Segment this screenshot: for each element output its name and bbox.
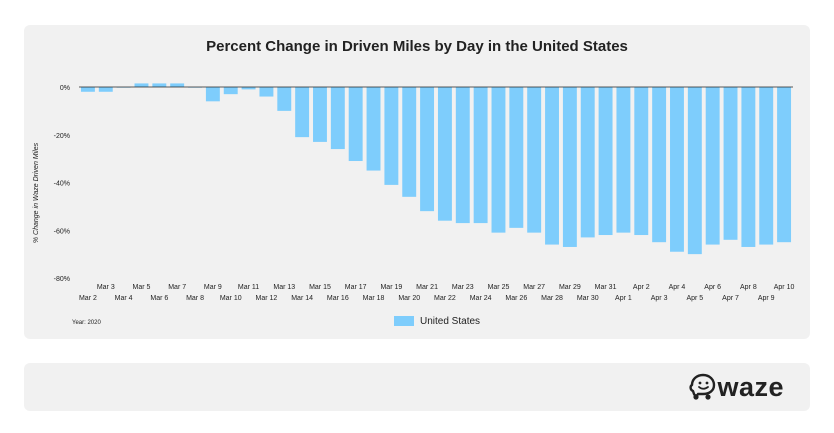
x-tick-label: Mar 21 bbox=[416, 284, 438, 291]
bar bbox=[259, 87, 274, 97]
waze-logo: waze bbox=[687, 372, 784, 402]
x-tick-label: Mar 14 bbox=[291, 295, 313, 302]
x-tick-label: Apr 7 bbox=[722, 295, 739, 302]
bar bbox=[348, 87, 363, 162]
bar bbox=[80, 87, 95, 92]
x-tick-label: Mar 31 bbox=[595, 284, 617, 291]
x-tick-label: Mar 11 bbox=[238, 284, 259, 291]
bar bbox=[723, 87, 738, 240]
y-tick-label: -40% bbox=[54, 181, 70, 188]
bar bbox=[491, 87, 506, 233]
x-tick-label: Apr 1 bbox=[615, 295, 632, 302]
x-tick-label: Apr 8 bbox=[740, 284, 757, 291]
y-tick-label: -60% bbox=[54, 228, 70, 235]
bar bbox=[366, 87, 381, 171]
bar bbox=[223, 87, 238, 95]
x-tick-label: Mar 30 bbox=[577, 295, 599, 302]
y-tick-label: -20% bbox=[54, 133, 70, 140]
bar bbox=[670, 87, 684, 252]
x-tick-label: Mar 19 bbox=[380, 284, 402, 291]
bar bbox=[545, 87, 559, 245]
bar bbox=[616, 87, 631, 233]
bar bbox=[134, 83, 149, 87]
x-tick-label: Mar 9 bbox=[204, 284, 222, 291]
waze-wordmark: waze bbox=[717, 372, 784, 402]
bar bbox=[741, 87, 756, 247]
x-tick-label: Mar 16 bbox=[327, 295, 349, 302]
footer-bar: waze bbox=[24, 363, 810, 411]
x-tick-label: Mar 5 bbox=[133, 284, 151, 291]
bar bbox=[580, 87, 595, 238]
legend-label: United States bbox=[420, 315, 481, 327]
bar bbox=[562, 87, 577, 247]
legend-swatch bbox=[394, 316, 414, 326]
x-tick-label: Apr 2 bbox=[633, 284, 650, 291]
bar bbox=[295, 87, 310, 138]
bar bbox=[598, 87, 613, 236]
x-tick-label: Mar 4 bbox=[115, 295, 133, 302]
legend: United States bbox=[394, 315, 480, 327]
x-tick-label: Mar 17 bbox=[345, 284, 367, 291]
bar bbox=[98, 87, 113, 92]
bar bbox=[205, 87, 220, 102]
x-tick-label: Mar 29 bbox=[559, 284, 581, 291]
x-tick-label: Mar 22 bbox=[434, 295, 456, 302]
bar bbox=[759, 87, 774, 245]
bar bbox=[402, 87, 417, 197]
bar bbox=[241, 87, 256, 90]
x-tick-label: Mar 8 bbox=[186, 295, 204, 302]
x-tick-label: Mar 18 bbox=[363, 295, 385, 302]
bar bbox=[473, 87, 488, 224]
bar bbox=[634, 87, 649, 236]
chart-title: Percent Change in Driven Miles by Day in… bbox=[206, 38, 628, 55]
x-tick-label: Mar 28 bbox=[541, 295, 563, 302]
x-tick-label: Mar 10 bbox=[220, 295, 242, 302]
bar bbox=[170, 83, 185, 87]
bar bbox=[152, 83, 167, 87]
x-tick-label: Mar 6 bbox=[150, 295, 168, 302]
bar bbox=[437, 87, 452, 221]
x-tick-label: Mar 12 bbox=[256, 295, 278, 302]
bar bbox=[384, 87, 399, 185]
x-tick-label: Mar 25 bbox=[488, 284, 510, 291]
year-note: Year: 2020 bbox=[72, 320, 101, 326]
x-tick-label: Apr 4 bbox=[669, 284, 686, 291]
x-tick-label: Mar 7 bbox=[168, 284, 186, 291]
x-tick-label: Mar 3 bbox=[97, 284, 115, 291]
bar bbox=[420, 87, 435, 212]
bar bbox=[652, 87, 667, 243]
bar bbox=[687, 87, 702, 255]
x-tick-label: Mar 27 bbox=[523, 284, 545, 291]
x-tick-label: Apr 3 bbox=[651, 295, 668, 302]
bar bbox=[705, 87, 720, 245]
waze-face-icon bbox=[689, 373, 716, 400]
x-tick-label: Apr 10 bbox=[774, 284, 795, 291]
bar bbox=[313, 87, 327, 142]
bar bbox=[277, 87, 292, 111]
bar bbox=[455, 87, 470, 224]
x-tick-label: Mar 24 bbox=[470, 295, 492, 302]
bar bbox=[509, 87, 524, 228]
bar bbox=[330, 87, 345, 150]
x-tick-label: Mar 23 bbox=[452, 284, 474, 291]
bar bbox=[777, 87, 792, 243]
x-tick-label: Mar 15 bbox=[309, 284, 331, 291]
x-tick-label: Mar 13 bbox=[273, 284, 295, 291]
y-tick-label: -80% bbox=[54, 276, 70, 283]
x-tick-label: Apr 9 bbox=[758, 295, 775, 302]
x-tick-label: Apr 5 bbox=[686, 295, 703, 302]
x-tick-label: Mar 20 bbox=[398, 295, 420, 302]
y-tick-label: 0% bbox=[60, 85, 70, 92]
x-tick-label: Mar 26 bbox=[505, 295, 527, 302]
x-tick-label: Apr 6 bbox=[704, 284, 721, 291]
x-tick-label: Mar 2 bbox=[79, 295, 97, 302]
chart-card: Percent Change in Driven Miles by Day in… bbox=[24, 25, 810, 339]
bar bbox=[527, 87, 542, 233]
